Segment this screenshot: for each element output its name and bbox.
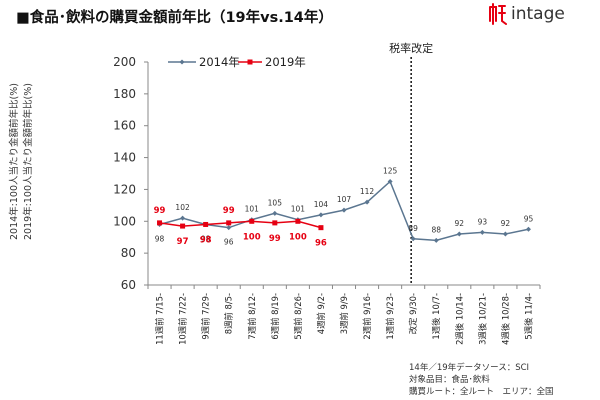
data-label-2014: 89	[408, 224, 418, 233]
y-axis-label-2014: 2014年:100人当たり金額前年比(%)	[9, 83, 20, 240]
data-label-2014: 105	[268, 198, 283, 207]
data-label-2014: 92	[501, 219, 511, 228]
data-label-2019: 98	[200, 235, 212, 245]
point-2014	[318, 212, 324, 218]
data-label-2014: 96	[224, 238, 234, 247]
point-2014	[525, 226, 531, 232]
legend-marker-2014	[179, 59, 185, 65]
y-tick-label: 80	[121, 246, 136, 260]
data-label-2014: 102	[175, 203, 190, 212]
logo-text: intage	[511, 4, 565, 24]
point-2014	[226, 225, 232, 231]
point-2014	[479, 229, 485, 235]
annotation-tax-change: 税率改定	[389, 41, 433, 55]
legend-marker-2019	[247, 59, 253, 65]
x-tick-label: 1週後 10/7-	[431, 293, 441, 340]
point-2014	[387, 178, 393, 184]
data-label-2019: 100	[243, 232, 261, 242]
point-2014	[180, 215, 186, 221]
y-tick-label: 200	[113, 55, 136, 69]
x-tick-label: 8週前 8/5-	[224, 293, 234, 334]
data-label-2014: 98	[201, 234, 211, 243]
x-tick-label: 4週前 9/2-	[316, 293, 326, 334]
x-tick-label: 4週後 10/28-	[500, 293, 510, 345]
note-items: 対象品目：食品･飲料	[409, 375, 490, 385]
point-2019	[249, 218, 255, 224]
series-line-2019	[159, 220, 322, 229]
point-2019	[180, 223, 186, 229]
y-axis-label-2019: 2019年:100人当たり金額前年比(%)	[23, 83, 34, 240]
x-tick-label: 7週前 8/12-	[247, 293, 257, 340]
data-label-2019: 99	[223, 206, 235, 216]
point-2014	[272, 210, 278, 216]
data-label-2019: 97	[177, 237, 189, 247]
point-2019	[272, 220, 278, 226]
data-label-2014: 101	[291, 205, 306, 214]
intage-logo: intage	[487, 3, 565, 25]
y-tick-label: 60	[121, 278, 136, 292]
data-label-2014: 112	[360, 187, 375, 196]
point-2014	[433, 237, 439, 243]
x-tick-label: 2週後 10/14-	[454, 293, 464, 345]
point-2014	[410, 236, 416, 242]
data-label-2019: 99	[269, 234, 281, 244]
intage-logo-icon	[489, 3, 507, 25]
y-tick-label: 100	[113, 214, 136, 228]
point-2019	[295, 218, 301, 224]
point-2014	[502, 231, 508, 237]
data-label-2014: 95	[524, 214, 534, 223]
data-label-2014: 107	[337, 195, 352, 204]
data-label-2014: 92	[455, 219, 465, 228]
data-label-2014: 93	[478, 217, 488, 226]
point-2019	[203, 221, 209, 227]
note-source: 14年／19年データソース：SCI	[409, 363, 530, 373]
x-tick-label: 9週前 7/29-	[201, 293, 211, 340]
data-label-2014: 98	[155, 234, 165, 243]
data-label-2014: 101	[245, 205, 260, 214]
y-tick-label: 140	[113, 151, 136, 165]
data-label-2019: 100	[289, 232, 307, 242]
x-tick-label: 10週前 7/22-	[178, 293, 188, 345]
x-tick-label: 3週後 10/21-	[477, 293, 487, 345]
x-tick-label: 1週前 9/23-	[385, 293, 395, 340]
x-tick-label: 改定 9/30-	[408, 293, 418, 334]
point-2014	[456, 231, 462, 237]
y-tick-label: 160	[113, 119, 136, 133]
y-tick-label: 120	[113, 182, 136, 196]
data-label-2014: 104	[314, 200, 329, 209]
point-2014	[341, 207, 347, 213]
x-tick-label: 2週前 9/16-	[362, 293, 372, 340]
x-tick-label: 6週前 8/19-	[270, 293, 280, 340]
x-tick-label: 5週後 11/4-	[523, 293, 533, 340]
note-route: 購買ルート：全ルート エリア：全国	[409, 387, 554, 397]
data-label-2019: 99	[154, 206, 166, 216]
data-label-2014: 125	[383, 166, 398, 175]
point-2014	[364, 199, 370, 205]
chart-title: ■食品･飲料の購買金額前年比（19年vs.14年）	[16, 10, 333, 26]
point-2019	[226, 220, 232, 226]
data-label-2019: 96	[315, 239, 327, 249]
x-tick-label: 5週前 8/26-	[293, 293, 303, 340]
legend-label-2014: 2014年	[199, 55, 240, 69]
x-tick-label: 11週前 7/15-	[155, 293, 165, 345]
point-2019	[318, 225, 324, 231]
point-2019	[157, 220, 163, 226]
y-tick-label: 180	[113, 87, 136, 101]
legend-label-2019: 2019年	[265, 55, 306, 69]
data-label-2014: 88	[431, 225, 441, 234]
x-tick-label: 3週前 9/9-	[339, 293, 349, 334]
